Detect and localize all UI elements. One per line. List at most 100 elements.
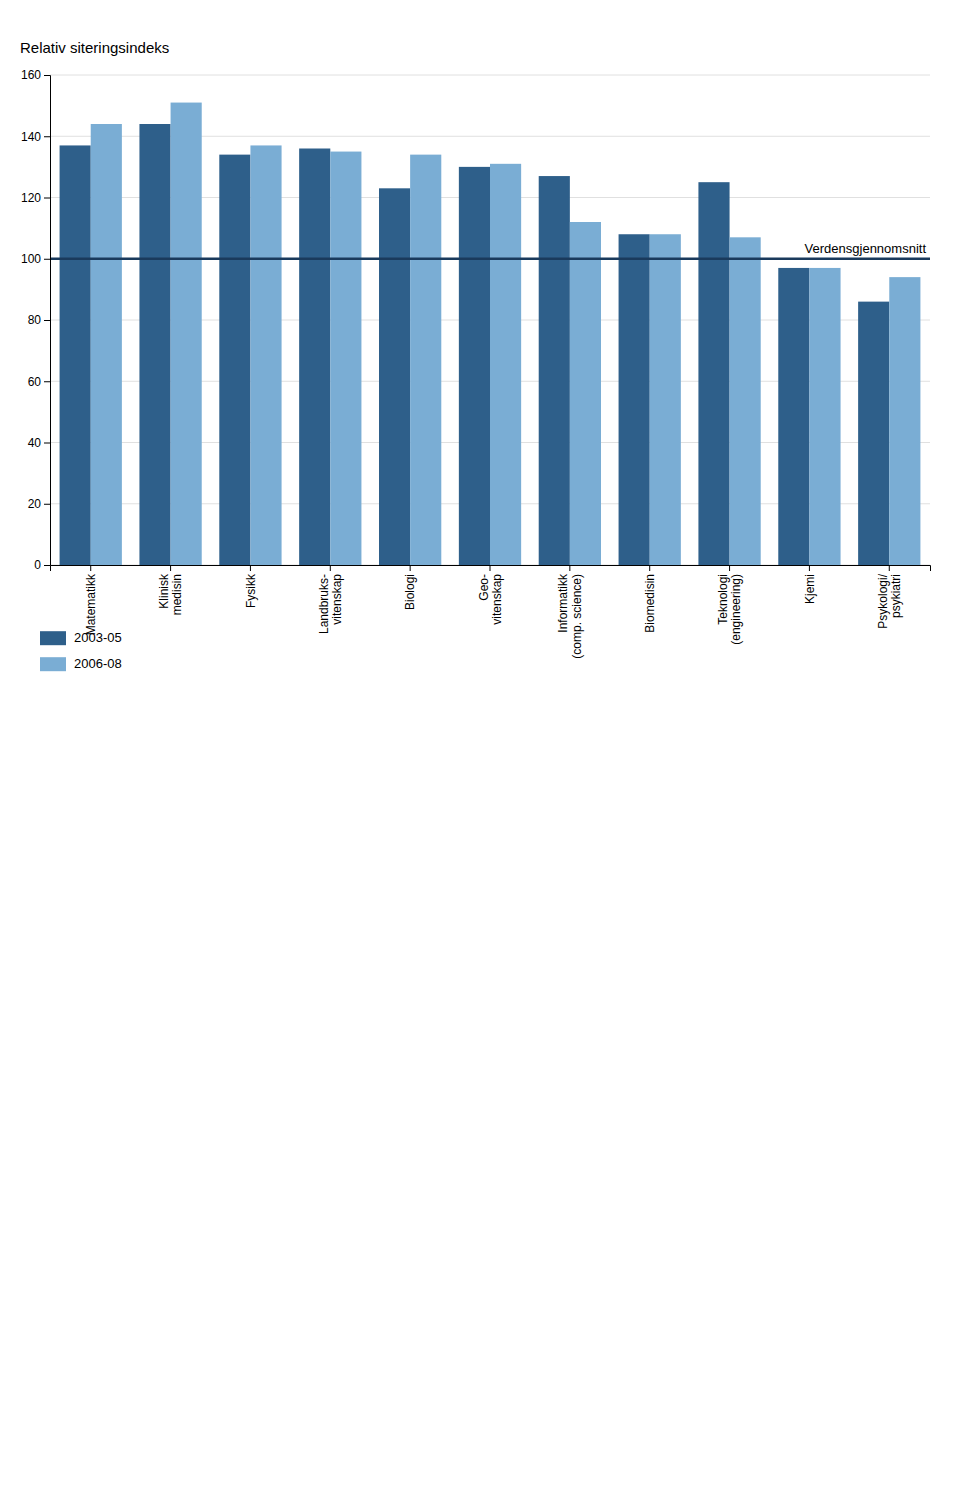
tspan: Biologi xyxy=(403,574,417,610)
bar xyxy=(379,188,410,565)
bars xyxy=(50,103,930,565)
x-tick: Kliniskmedisin xyxy=(157,565,184,615)
x-tick-label: Matematikk xyxy=(84,573,98,635)
chart: Relativ siteringsindeks Verdensgjennomsni… xyxy=(0,0,960,1490)
tspan: vitenskap xyxy=(490,574,504,625)
y-tick-label: 60 xyxy=(28,375,42,389)
x-tick-mark xyxy=(170,565,171,571)
x-tick-label: Kjemi xyxy=(803,574,817,604)
tspan: Psykologi/ xyxy=(876,573,890,628)
y-tick-mark xyxy=(44,381,50,382)
x-tick-mark xyxy=(569,565,570,571)
legend-item: 2003-05 xyxy=(40,630,122,645)
x-tick: Matematikk xyxy=(84,565,98,635)
y-tick-mark xyxy=(44,136,50,137)
grid-line xyxy=(50,258,930,259)
tspan: Kjemi xyxy=(803,574,817,604)
x-tick-label: Landbruks-vitenskap xyxy=(317,574,344,634)
y-tick: 160 xyxy=(21,68,50,82)
x-axis-line xyxy=(51,566,931,572)
y-tick-label: 160 xyxy=(21,68,41,82)
bar xyxy=(330,152,361,565)
legend-item: 2006-08 xyxy=(40,656,122,671)
x-tick-label: Psykologi/psykiatri xyxy=(876,573,903,628)
reference-label: Verdensgjennomsnitt xyxy=(805,241,927,256)
legend-swatch xyxy=(40,631,66,645)
y-tick-mark xyxy=(44,565,50,566)
y-tick-label: 120 xyxy=(21,191,41,205)
bar xyxy=(539,176,570,565)
bar xyxy=(650,234,681,565)
bar xyxy=(139,124,170,565)
y-tick: 80 xyxy=(28,313,50,327)
x-tick-mark xyxy=(729,565,730,571)
x-tick-mark xyxy=(410,565,411,571)
bar xyxy=(730,237,761,565)
tspan: Landbruks- xyxy=(317,574,331,634)
y-axis-line xyxy=(44,76,51,566)
legend-swatch xyxy=(40,657,66,671)
bar xyxy=(858,302,889,565)
tspan: Matematikk xyxy=(84,573,98,635)
x-tick-mark xyxy=(490,565,491,571)
tspan: Teknologi xyxy=(716,574,730,625)
y-tick-label: 140 xyxy=(21,130,41,144)
grid-line xyxy=(50,75,930,76)
y-tick-label: 100 xyxy=(21,252,41,266)
legend: 2003-05 2006-08 xyxy=(40,630,122,671)
y-tick: 120 xyxy=(21,191,50,205)
y-tick: 20 xyxy=(28,497,50,511)
y-tick-label: 20 xyxy=(28,497,42,511)
x-axis: Matematikk Kliniskmedisin Fysikk Landbruks-… xyxy=(51,565,931,659)
grid xyxy=(50,75,930,565)
tspan: Klinisk xyxy=(157,573,171,609)
x-tick-label: Biomedisin xyxy=(643,574,657,633)
bar xyxy=(410,155,441,565)
bar xyxy=(809,268,840,565)
y-tick: 40 xyxy=(28,436,50,450)
series xyxy=(91,103,921,565)
y-tick-mark xyxy=(44,198,50,199)
tspan: medisin xyxy=(170,574,184,615)
y-tick: 60 xyxy=(28,375,50,389)
x-tick: Psykologi/psykiatri xyxy=(876,565,903,629)
x-tick-mark xyxy=(649,565,650,571)
bar xyxy=(299,149,330,566)
bar xyxy=(171,103,202,565)
bar xyxy=(490,164,521,565)
y-tick-mark xyxy=(44,320,50,321)
tspan: vitenskap xyxy=(330,574,344,625)
x-tick: Informatikk(comp. science) xyxy=(556,565,583,659)
x-tick-mark xyxy=(330,565,331,571)
reference-line xyxy=(50,258,930,261)
plot: Verdensgjennomsnitt 0 20 40 60 80 100 120 140 160… xyxy=(21,68,931,658)
bar xyxy=(619,234,650,565)
bar xyxy=(250,145,281,565)
x-tick-mark xyxy=(90,565,91,571)
y-tick: 0 xyxy=(34,558,50,572)
bar xyxy=(91,124,122,565)
bar xyxy=(60,145,91,565)
x-tick: Geo-vitenskap xyxy=(477,565,504,625)
tspan: Biomedisin xyxy=(643,574,657,633)
y-tick-label: 0 xyxy=(34,558,41,572)
x-tick: Landbruks-vitenskap xyxy=(317,565,344,634)
bar xyxy=(889,277,920,565)
tspan: psykiatri xyxy=(889,574,903,618)
x-tick: Kjemi xyxy=(803,565,817,604)
y-tick-label: 40 xyxy=(28,436,42,450)
bar xyxy=(778,268,809,565)
tspan: Fysikk xyxy=(244,573,258,608)
x-tick: Biologi xyxy=(403,565,417,610)
legend-label: 2006-08 xyxy=(74,656,122,671)
legend-label: 2003-05 xyxy=(74,630,122,645)
x-tick-label: Kliniskmedisin xyxy=(157,573,184,615)
y-tick-mark xyxy=(44,504,50,505)
y-label: Relativ siteringsindeks xyxy=(20,39,169,56)
bar xyxy=(459,167,490,565)
x-tick-label: Fysikk xyxy=(244,573,258,608)
x-tick-mark xyxy=(889,565,890,571)
x-tick-mark xyxy=(809,565,810,571)
x-tick-label: Teknologi(engineering) xyxy=(716,574,743,645)
y-tick: 100 xyxy=(21,252,50,266)
